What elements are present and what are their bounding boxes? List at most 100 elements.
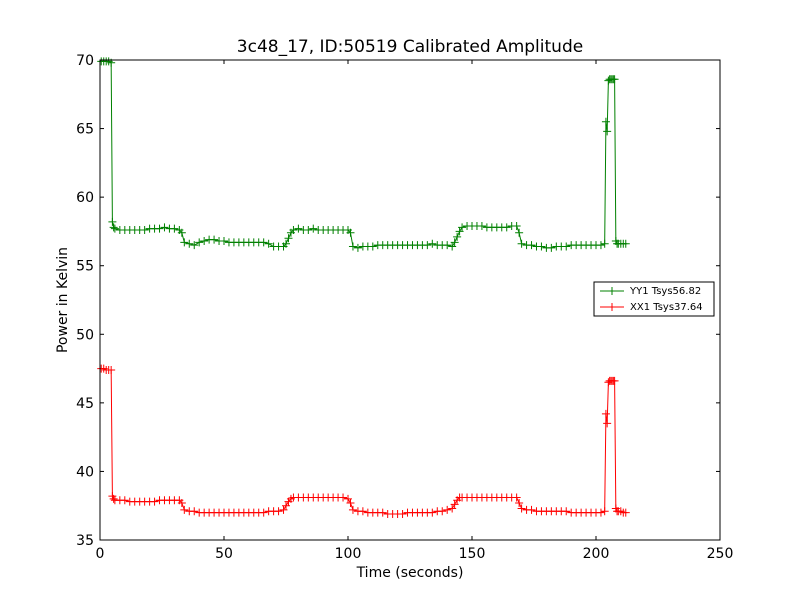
data-point-1-38 xyxy=(259,508,268,517)
data-point-1-4 xyxy=(107,365,116,374)
legend-label-xx1: XX1 Tsys37.64 xyxy=(630,302,703,313)
data-point-1-80 xyxy=(450,500,459,509)
data-point-1-9 xyxy=(120,496,129,505)
data-point-0-105 xyxy=(562,242,571,251)
data-point-0-58 xyxy=(346,228,355,237)
data-point-0-39 xyxy=(264,239,273,248)
y-tick-label-7: 70 xyxy=(76,53,94,69)
x-tick-label-0: 0 xyxy=(96,546,105,562)
data-point-0-26 xyxy=(200,237,209,246)
data-point-1-105 xyxy=(562,507,571,516)
plot-frame xyxy=(99,59,721,541)
data-point-1-21 xyxy=(177,498,186,507)
x-tick-label-2: 100 xyxy=(335,546,362,562)
data-point-0-22 xyxy=(180,238,189,247)
data-point-1-58 xyxy=(346,498,355,507)
legend-box xyxy=(593,281,715,317)
data-point-1-98 xyxy=(527,505,536,514)
data-point-1-61 xyxy=(358,507,367,516)
series-0 xyxy=(97,57,630,252)
y-tick-label-2: 45 xyxy=(76,396,94,412)
y-tick-label-4: 55 xyxy=(76,259,94,275)
data-point-0-6 xyxy=(109,223,118,232)
data-point-0-81 xyxy=(453,232,462,241)
data-point-0-50 xyxy=(309,224,318,233)
data-point-0-79 xyxy=(448,242,457,251)
data-point-0-7 xyxy=(110,224,119,233)
data-point-0-46 xyxy=(289,226,298,235)
plot-layer xyxy=(97,57,630,518)
data-point-0-59 xyxy=(348,242,357,251)
series-1 xyxy=(97,364,630,518)
data-point-0-47 xyxy=(294,224,303,233)
data-point-0-63 xyxy=(368,242,377,251)
y-tick-label-1: 40 xyxy=(76,464,94,480)
data-point-0-16 xyxy=(155,224,164,233)
y-tick-label-6: 65 xyxy=(76,122,94,138)
data-point-0-100 xyxy=(537,242,546,251)
x-tick-label-5: 250 xyxy=(707,546,734,562)
y-tick-label-5: 60 xyxy=(76,190,94,206)
data-point-0-83 xyxy=(458,223,467,232)
data-point-1-69 xyxy=(398,509,407,518)
data-point-0-43 xyxy=(282,239,290,248)
data-point-1-79 xyxy=(448,504,457,513)
data-point-0-30 xyxy=(220,237,228,246)
data-point-0-13 xyxy=(140,226,149,235)
data-point-0-24 xyxy=(190,241,199,250)
data-point-0-5 xyxy=(108,217,117,226)
data-point-0-19 xyxy=(170,224,179,233)
data-point-1-115 xyxy=(603,419,612,428)
data-point-0-60 xyxy=(353,243,362,252)
x-tick-label-4: 200 xyxy=(583,546,610,562)
data-point-0-87 xyxy=(477,221,486,230)
chart-title: 3c48_17, ID:50519 Calibrated Amplitude xyxy=(237,37,583,57)
legend-label-yy1: YY1 Tsys56.82 xyxy=(629,286,701,297)
data-point-0-115 xyxy=(603,127,612,136)
legend: YY1 Tsys56.82 XX1 Tsys37.64 xyxy=(593,281,715,317)
data-point-0-80 xyxy=(450,238,459,247)
data-point-0-75 xyxy=(428,239,437,248)
data-point-0-28 xyxy=(210,235,219,244)
data-point-0-44 xyxy=(284,234,293,243)
legend-marker-xx1 xyxy=(608,303,616,311)
data-point-1-113 xyxy=(600,507,609,516)
x-tick-label-1: 50 xyxy=(215,546,233,562)
data-point-1-56 xyxy=(339,493,348,502)
data-point-0-121 xyxy=(610,75,619,84)
data-point-1-77 xyxy=(438,507,447,516)
data-point-0-23 xyxy=(185,239,194,248)
data-point-0-112 xyxy=(596,241,605,250)
data-point-0-49 xyxy=(304,226,313,235)
data-point-1-22 xyxy=(180,505,189,514)
data-point-0-114 xyxy=(601,117,610,126)
data-point-1-42 xyxy=(279,505,288,514)
data-point-0-25 xyxy=(195,238,204,247)
y-tick-label-3: 50 xyxy=(76,327,94,343)
data-point-1-59 xyxy=(348,505,357,514)
data-point-0-17 xyxy=(160,223,169,232)
x-tick-label-3: 150 xyxy=(459,546,486,562)
data-point-1-78 xyxy=(443,505,452,514)
data-point-0-82 xyxy=(455,227,464,236)
data-point-0-78 xyxy=(443,241,452,250)
data-point-0-127 xyxy=(621,239,630,248)
data-point-1-24 xyxy=(190,507,199,516)
ticks-layer: 0 50 100 150 200 250 35 40 45 50 55 60 65 70 xyxy=(76,53,733,562)
data-point-1-75 xyxy=(428,508,437,517)
data-point-1-95 xyxy=(515,498,524,507)
data-point-0-92 xyxy=(502,223,511,232)
data-point-1-96 xyxy=(517,504,526,513)
data-point-1-15 xyxy=(150,497,159,506)
x-axis-label: Time (seconds) xyxy=(356,565,464,581)
data-point-1-43 xyxy=(282,501,290,510)
data-point-1-114 xyxy=(601,409,610,418)
data-point-1-65 xyxy=(378,508,387,517)
data-point-0-102 xyxy=(547,243,556,252)
data-point-0-113 xyxy=(600,239,609,248)
data-point-0-98 xyxy=(527,241,536,250)
data-point-1-121 xyxy=(610,376,619,385)
data-point-0-74 xyxy=(423,241,432,250)
legend-marker-yy1 xyxy=(608,287,616,295)
